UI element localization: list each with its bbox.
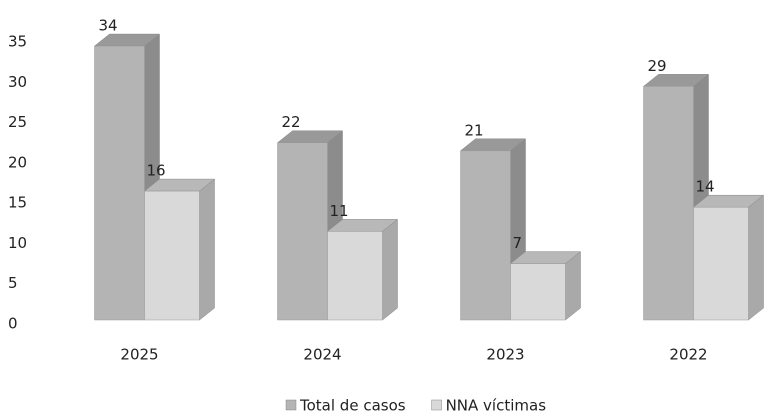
bar-side [382,218,398,321]
y-tick-label: 30 [8,73,27,91]
bar [277,142,328,321]
value-label: 22 [282,113,301,131]
y-tick-label: 10 [8,234,27,252]
bar [144,190,200,321]
y-tick-label: 15 [8,194,27,212]
y-tick-label: 25 [8,113,27,131]
x-tick-label: 2024 [303,346,341,364]
value-label: 29 [648,57,667,75]
bar [94,45,145,321]
value-label: 34 [99,17,118,35]
bar [510,263,566,321]
value-label: 7 [513,234,523,252]
legend-label: Total de casos [299,397,406,415]
bar [460,150,511,321]
y-tick-label: 5 [8,274,18,292]
value-label: 16 [147,162,166,180]
x-tick-label: 2022 [669,346,707,364]
y-tick-label: 20 [8,153,27,171]
bar-side [748,194,764,321]
value-label: 11 [330,202,349,220]
bar-side [199,178,215,321]
legend-swatch [285,399,297,411]
bar [643,86,694,321]
x-tick-label: 2025 [120,346,158,364]
legend-swatch [431,399,442,411]
bar [327,231,383,321]
y-tick-label: 35 [8,33,27,51]
bar [693,206,749,321]
x-tick-label: 2023 [486,346,524,364]
legend-label: NNA víctimas [446,397,547,415]
value-label: 21 [465,121,484,139]
y-tick-label: 0 [8,315,18,333]
value-label: 14 [696,178,715,196]
